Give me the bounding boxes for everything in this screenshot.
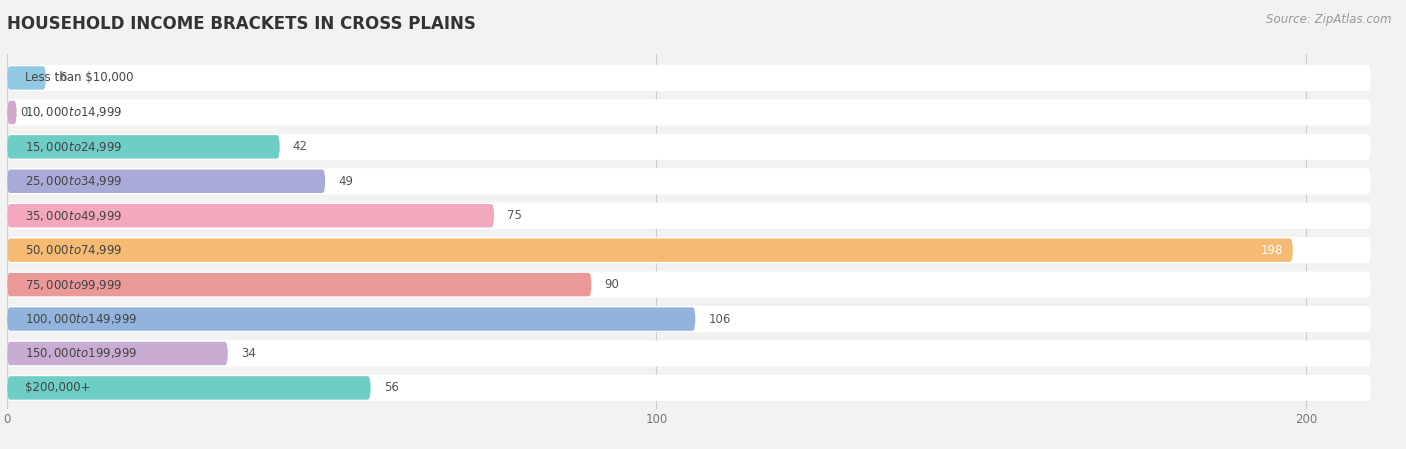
Text: Source: ZipAtlas.com: Source: ZipAtlas.com bbox=[1267, 13, 1392, 26]
FancyBboxPatch shape bbox=[7, 273, 592, 296]
Text: 49: 49 bbox=[339, 175, 353, 188]
FancyBboxPatch shape bbox=[7, 237, 1371, 263]
Text: $10,000 to $14,999: $10,000 to $14,999 bbox=[25, 106, 122, 119]
Text: $15,000 to $24,999: $15,000 to $24,999 bbox=[25, 140, 122, 154]
FancyBboxPatch shape bbox=[7, 101, 17, 124]
FancyBboxPatch shape bbox=[7, 342, 228, 365]
FancyBboxPatch shape bbox=[7, 135, 280, 158]
FancyBboxPatch shape bbox=[7, 202, 1371, 229]
Text: 56: 56 bbox=[384, 382, 398, 394]
Text: $100,000 to $149,999: $100,000 to $149,999 bbox=[25, 312, 138, 326]
Text: $50,000 to $74,999: $50,000 to $74,999 bbox=[25, 243, 122, 257]
FancyBboxPatch shape bbox=[7, 134, 1371, 160]
Text: $150,000 to $199,999: $150,000 to $199,999 bbox=[25, 347, 138, 361]
FancyBboxPatch shape bbox=[7, 99, 1371, 126]
Text: 198: 198 bbox=[1261, 244, 1284, 257]
FancyBboxPatch shape bbox=[7, 170, 325, 193]
Text: 34: 34 bbox=[240, 347, 256, 360]
Text: 42: 42 bbox=[292, 141, 308, 154]
Text: Less than $10,000: Less than $10,000 bbox=[25, 71, 134, 84]
FancyBboxPatch shape bbox=[7, 340, 1371, 366]
Text: 90: 90 bbox=[605, 278, 620, 291]
FancyBboxPatch shape bbox=[7, 204, 494, 228]
FancyBboxPatch shape bbox=[7, 272, 1371, 298]
FancyBboxPatch shape bbox=[7, 308, 696, 331]
Text: $200,000+: $200,000+ bbox=[25, 382, 91, 394]
Text: $25,000 to $34,999: $25,000 to $34,999 bbox=[25, 174, 122, 188]
FancyBboxPatch shape bbox=[7, 375, 1371, 401]
Text: $35,000 to $49,999: $35,000 to $49,999 bbox=[25, 209, 122, 223]
FancyBboxPatch shape bbox=[7, 168, 1371, 194]
Text: 0: 0 bbox=[20, 106, 27, 119]
Text: $75,000 to $99,999: $75,000 to $99,999 bbox=[25, 277, 122, 291]
FancyBboxPatch shape bbox=[7, 306, 1371, 332]
Text: HOUSEHOLD INCOME BRACKETS IN CROSS PLAINS: HOUSEHOLD INCOME BRACKETS IN CROSS PLAIN… bbox=[7, 15, 475, 33]
Text: 75: 75 bbox=[508, 209, 522, 222]
FancyBboxPatch shape bbox=[7, 238, 1294, 262]
FancyBboxPatch shape bbox=[7, 376, 371, 400]
Text: 6: 6 bbox=[59, 71, 66, 84]
Text: 106: 106 bbox=[709, 313, 731, 326]
FancyBboxPatch shape bbox=[7, 66, 46, 90]
FancyBboxPatch shape bbox=[7, 65, 1371, 91]
